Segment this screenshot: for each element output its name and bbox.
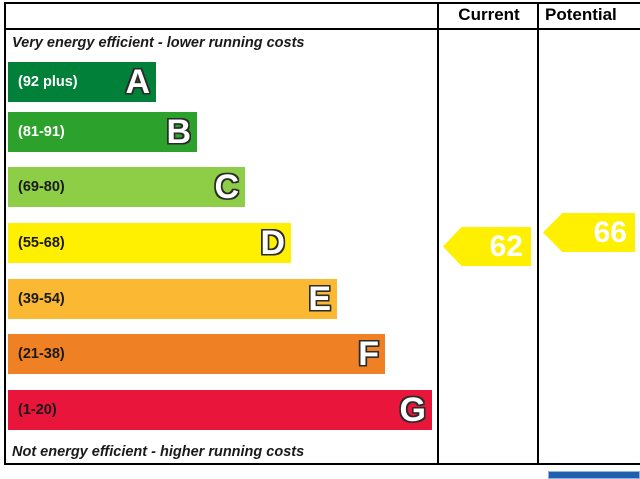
bottom-caption: Not energy efficient - higher running co…	[12, 444, 305, 460]
header-divider-rule	[4, 28, 640, 30]
rating-band-e: (39-54) E	[8, 279, 337, 319]
band-letter-label: A	[125, 63, 150, 101]
rating-band-b: (81-91) B	[8, 112, 197, 152]
rating-band-g: (1-20) G	[8, 390, 432, 430]
top-caption: Very energy efficient - lower running co…	[12, 35, 305, 51]
band-range-label: (39-54)	[18, 291, 65, 307]
rating-marker-potential: 66	[543, 213, 635, 252]
column-divider-potential	[537, 2, 539, 465]
band-range-label: (1-20)	[18, 402, 57, 418]
rating-band-d: (55-68) D	[8, 223, 291, 263]
rating-marker-value: 62	[489, 229, 523, 263]
band-letter-label: F	[358, 335, 379, 373]
band-range-label: (21-38)	[18, 346, 65, 362]
bottom-accent-strip	[548, 471, 640, 479]
rating-marker-value: 66	[593, 215, 627, 249]
band-letter-label: D	[260, 224, 285, 262]
column-header-current: Current	[458, 5, 520, 24]
column-header-potential: Potential	[545, 5, 617, 24]
column-divider-current	[437, 2, 439, 465]
band-letter-label: C	[214, 168, 239, 206]
band-range-label: (92 plus)	[18, 74, 78, 90]
band-letter-label: B	[166, 113, 191, 151]
bottom-divider-rule	[4, 463, 640, 465]
rating-marker-current: 62	[443, 227, 531, 266]
band-range-label: (69-80)	[18, 179, 65, 195]
rating-band-f: (21-38) F	[8, 334, 385, 374]
band-letter-label: E	[308, 280, 331, 318]
band-range-label: (81-91)	[18, 124, 65, 140]
band-range-label: (55-68)	[18, 235, 65, 251]
band-letter-label: G	[399, 391, 426, 429]
rating-band-a: (92 plus) A	[8, 62, 156, 102]
rating-band-c: (69-80) C	[8, 167, 245, 207]
